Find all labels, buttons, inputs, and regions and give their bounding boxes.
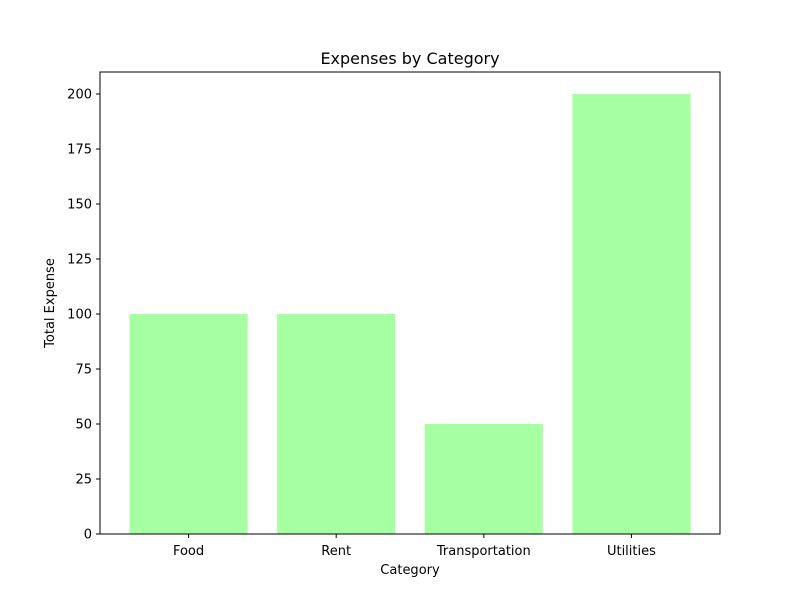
plot-frame	[99, 71, 721, 535]
y-tick-label: 0	[84, 528, 92, 543]
bar-utilities	[572, 94, 691, 534]
x-axis-label: Category	[380, 563, 440, 578]
y-tick-label: 75	[75, 363, 92, 378]
bars-group	[129, 94, 691, 534]
y-tick-label: 25	[75, 473, 92, 488]
y-tick-label: 50	[75, 418, 92, 433]
x-tick-label: Utilities	[607, 544, 656, 559]
x-tick-label: Transportation	[436, 544, 531, 559]
y-axis-label: Total Expense	[43, 258, 58, 349]
y-tick-label: 100	[67, 308, 92, 323]
y-tick-label: 200	[67, 88, 92, 103]
y-ticks-group: 0 25 50 75 100 125 150 175 200	[67, 88, 100, 543]
x-tick-label: Rent	[321, 544, 351, 559]
bar-rent	[277, 314, 396, 534]
bar-transportation	[424, 424, 543, 534]
y-tick-label: 125	[67, 253, 92, 268]
y-tick-label: 175	[67, 143, 92, 158]
x-ticks-group: Food Rent Transportation Utilities	[173, 534, 656, 559]
x-tick-label: Food	[173, 544, 204, 559]
bar-food	[129, 314, 248, 534]
y-tick-label: 150	[67, 198, 92, 213]
chart-title: Expenses by Category	[320, 49, 499, 68]
